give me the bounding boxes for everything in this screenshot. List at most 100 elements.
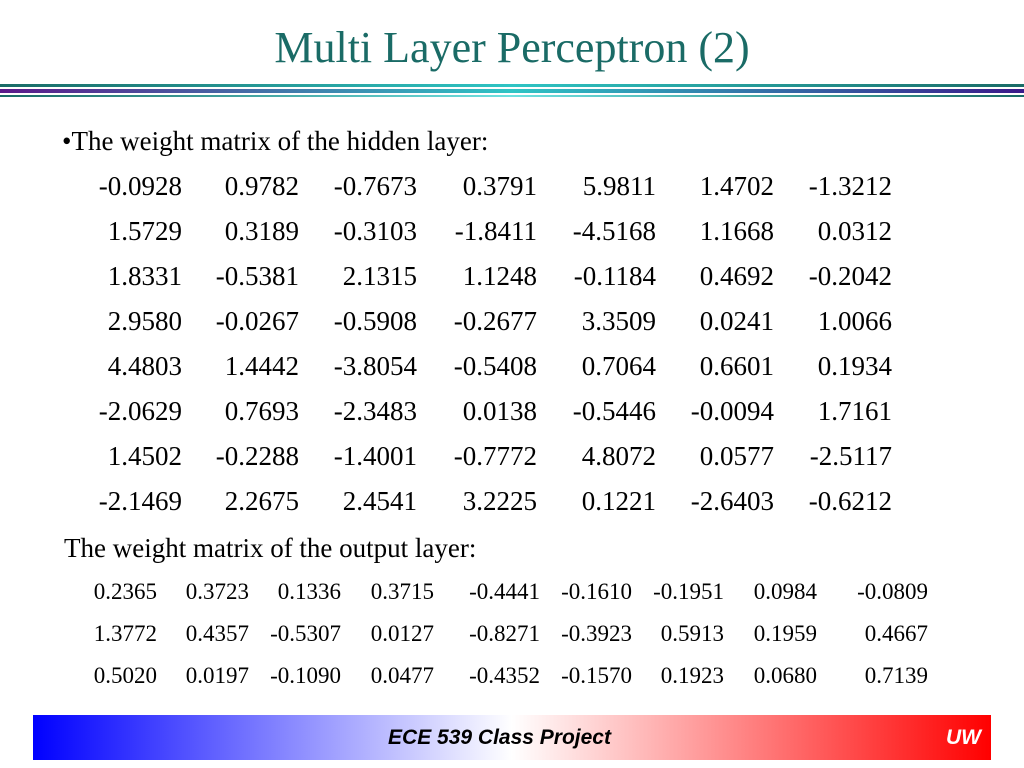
hidden-matrix-row: 4.4803 1.4442 -3.8054 -0.5408 0.7064 0.6601 0.… (0, 350, 1024, 382)
divider-line-top (0, 84, 1024, 87)
hidden-matrix-cell: 0.3791 (462, 171, 537, 201)
output-matrix-cell: -0.4352 (469, 663, 540, 688)
hidden-matrix-cell: -0.7673 (333, 171, 417, 201)
footer-course-title: ECE 539 Class Project (388, 726, 611, 749)
hidden-matrix-cell: -0.7772 (453, 441, 537, 471)
hidden-matrix-row: -0.0928 0.9782 -0.7673 0.3791 5.9811 1.4702 -1… (0, 170, 1024, 202)
output-matrix-cell: 0.1336 (277, 579, 341, 604)
output-matrix-row: 0.5020 0.0197 -0.1090 0.0477 -0.4352 -0.1570 0… (0, 661, 1024, 691)
hidden-matrix-cell: -0.0267 (215, 306, 299, 336)
hidden-matrix-cell: -0.5408 (453, 351, 537, 381)
hidden-matrix-cell: 2.9580 (107, 306, 182, 336)
output-matrix-cell: -0.1570 (561, 663, 632, 688)
hidden-matrix-cell: -4.5168 (572, 216, 656, 246)
hidden-matrix-cell: 0.1221 (581, 486, 656, 516)
hidden-matrix-cell: 1.7161 (817, 396, 892, 426)
divider-line-middle (0, 89, 1024, 93)
output-matrix-cell: 0.0127 (370, 621, 434, 646)
hidden-matrix-cell: 0.6601 (699, 351, 774, 381)
hidden-matrix-cell: -2.3483 (333, 396, 417, 426)
hidden-matrix-cell: 0.0241 (699, 306, 774, 336)
output-matrix-cell: 0.5913 (660, 621, 724, 646)
hidden-matrix-cell: -0.5446 (572, 396, 656, 426)
hidden-matrix-cell: 2.2675 (224, 486, 299, 516)
output-matrix-cell: 0.0477 (370, 663, 434, 688)
output-matrix-cell: -0.1090 (270, 663, 341, 688)
hidden-matrix-cell: 1.0066 (817, 306, 892, 336)
hidden-matrix-row: 1.4502 -0.2288 -1.4001 -0.7772 4.8072 0.0577 -… (0, 440, 1024, 472)
hidden-matrix-cell: 2.4541 (342, 486, 417, 516)
hidden-matrix-cell: 1.4442 (224, 351, 299, 381)
output-matrix-cell: 0.1959 (753, 621, 817, 646)
hidden-matrix-cell: -1.3212 (808, 171, 892, 201)
hidden-matrix-cell: 1.4502 (107, 441, 182, 471)
output-matrix-cell: -0.1951 (653, 579, 724, 604)
hidden-matrix-row: 1.8331 -0.5381 2.1315 1.1248 -0.1184 0.4692 -0… (0, 260, 1024, 292)
output-matrix-row: 0.2365 0.3723 0.1336 0.3715 -0.4441 -0.1610 -0… (0, 577, 1024, 607)
hidden-matrix-cell: 0.9782 (224, 171, 299, 201)
output-layer-heading: The weight matrix of the output layer: (64, 533, 477, 563)
footer-bar: ECE 539 Class Project UW (33, 715, 991, 760)
hidden-matrix-cell: 0.3189 (224, 216, 299, 246)
hidden-matrix-row: -2.0629 0.7693 -2.3483 0.0138 -0.5446 -0.0094… (0, 395, 1024, 427)
output-matrix-cell: 0.3723 (185, 579, 249, 604)
output-matrix-cell: -0.8271 (469, 621, 540, 646)
output-matrix-cell: 0.4667 (864, 621, 928, 646)
hidden-matrix-cell: -2.0629 (98, 396, 182, 426)
output-matrix-cell: 0.0197 (185, 663, 249, 688)
hidden-matrix-cell: 1.1248 (462, 261, 537, 291)
output-matrix-cell: 0.1923 (660, 663, 724, 688)
hidden-matrix-cell: -2.1469 (98, 486, 182, 516)
output-matrix-cell: 1.3772 (93, 621, 157, 646)
output-matrix-cell: 0.3715 (370, 579, 434, 604)
hidden-matrix-cell: 0.7693 (224, 396, 299, 426)
hidden-matrix-cell: 0.4692 (699, 261, 774, 291)
output-matrix-cell: 0.2365 (93, 579, 157, 604)
hidden-matrix-cell: 3.3509 (581, 306, 656, 336)
output-matrix-cell: 0.7139 (864, 663, 928, 688)
hidden-matrix-cell: 0.0312 (817, 216, 892, 246)
hidden-layer-heading: •The weight matrix of the hidden layer: (62, 126, 489, 156)
hidden-matrix-cell: 1.1668 (699, 216, 774, 246)
hidden-matrix-row: -2.1469 2.2675 2.4541 3.2225 0.1221 -2.6403 -0… (0, 485, 1024, 517)
output-matrix-cell: 0.0680 (753, 663, 817, 688)
hidden-matrix-cell: -2.6403 (690, 486, 774, 516)
hidden-matrix-cell: -1.8411 (454, 216, 537, 246)
hidden-matrix-cell: 4.4803 (107, 351, 182, 381)
hidden-matrix-cell: -0.2042 (808, 261, 892, 291)
hidden-matrix-cell: -0.2677 (453, 306, 537, 336)
divider-line-bottom (0, 95, 1024, 97)
footer-org-label: UW (946, 726, 981, 749)
title-divider (0, 84, 1024, 98)
hidden-matrix-cell: -0.2288 (215, 441, 299, 471)
hidden-matrix-cell: 3.2225 (462, 486, 537, 516)
hidden-matrix-cell: 0.7064 (581, 351, 656, 381)
hidden-matrix-cell: 5.9811 (582, 171, 656, 201)
hidden-matrix-row: 2.9580 -0.0267 -0.5908 -0.2677 3.3509 0.0241 1… (0, 305, 1024, 337)
output-matrix-row: 1.3772 0.4357 -0.5307 0.0127 -0.8271 -0.3923 0… (0, 619, 1024, 649)
hidden-matrix-cell: 1.8331 (107, 261, 182, 291)
hidden-matrix-cell: 0.0138 (462, 396, 537, 426)
hidden-matrix-row: 1.5729 0.3189 -0.3103 -1.8411 -4.5168 1.1668 0… (0, 215, 1024, 247)
hidden-matrix-cell: 1.5729 (107, 216, 182, 246)
output-matrix-cell: 0.0984 (753, 579, 817, 604)
hidden-matrix-cell: -0.0928 (98, 171, 182, 201)
output-matrix-cell: -0.0809 (857, 579, 928, 604)
hidden-matrix-cell: -0.6212 (808, 486, 892, 516)
hidden-matrix-cell: 0.1934 (817, 351, 892, 381)
hidden-matrix-cell: -3.8054 (333, 351, 417, 381)
output-matrix-cell: -0.4441 (469, 579, 540, 604)
hidden-matrix-cell: -2.5117 (809, 441, 892, 471)
hidden-matrix-cell: -0.1184 (573, 261, 656, 291)
hidden-matrix-cell: -0.5908 (333, 306, 417, 336)
hidden-matrix-cell: -0.3103 (333, 216, 417, 246)
hidden-matrix-cell: -0.0094 (690, 396, 774, 426)
hidden-matrix-cell: -1.4001 (333, 441, 417, 471)
output-matrix-cell: 0.5020 (93, 663, 157, 688)
hidden-matrix-cell: 2.1315 (342, 261, 417, 291)
output-matrix-cell: -0.1610 (561, 579, 632, 604)
hidden-matrix-cell: 4.8072 (581, 441, 656, 471)
slide-title: Multi Layer Perceptron (2) (274, 23, 750, 72)
hidden-matrix-cell: 1.4702 (699, 171, 774, 201)
hidden-matrix-cell: -0.5381 (215, 261, 299, 291)
